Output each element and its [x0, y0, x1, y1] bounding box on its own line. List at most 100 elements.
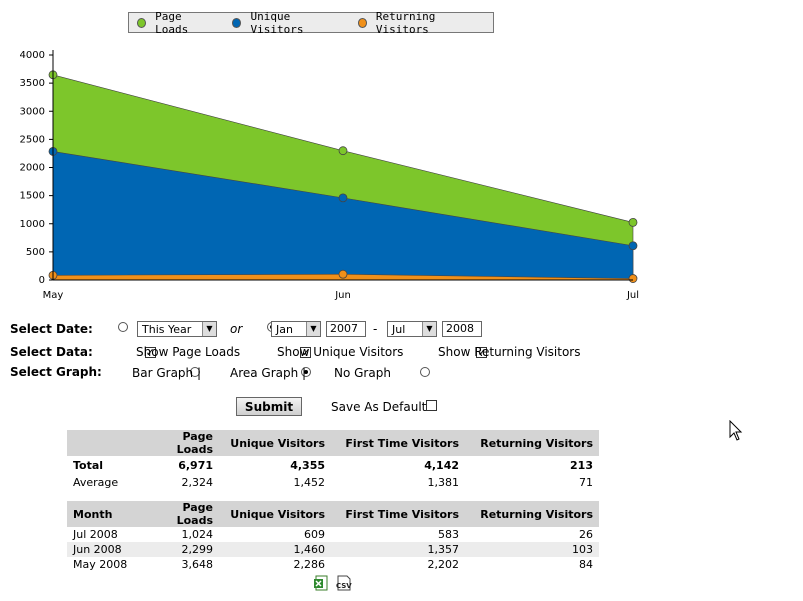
preset-date-select[interactable]: This Year ▼: [137, 321, 217, 337]
no-graph-radio[interactable]: [419, 367, 430, 377]
table-cell: 1,381: [427, 476, 460, 489]
to-month-select[interactable]: Jul ▼: [387, 321, 437, 337]
select-date-label: Select Date:: [10, 322, 93, 336]
submit-button[interactable]: Submit: [236, 397, 302, 416]
table-cell: 2,286: [293, 558, 326, 571]
table-row: Jun 2008 2,299 1,460 1,357 103: [67, 542, 599, 557]
table-cell: 609: [304, 528, 325, 541]
table-cell: 1,357: [331, 542, 465, 557]
table-cell: 1,460: [219, 542, 331, 557]
table-row: May 2008 3,648 2,286 2,202 84: [67, 557, 599, 572]
column-header: Unique Visitors: [219, 430, 331, 456]
column-header: Returning Visitors: [465, 501, 599, 527]
column-header: Unique Visitors: [219, 501, 331, 527]
preset-date-radio[interactable]: [118, 322, 128, 332]
save-default-checkbox[interactable]: [425, 400, 437, 411]
data-point: [338, 193, 348, 203]
save-default-label: Save As Default: [331, 400, 427, 414]
total-row: Total 6,971 4,355 4,142 213: [67, 456, 599, 475]
table-cell: Average: [73, 476, 119, 489]
mouse-cursor-icon: [729, 419, 743, 445]
y-tick-label: 4000: [20, 50, 45, 61]
area-chart: 0 500 1000 1500 2000 2500 3000 3500 4000 May Jun Ju…: [20, 50, 639, 301]
y-tick-label: 3000: [20, 106, 45, 117]
column-header: First Time Visitors: [331, 501, 465, 527]
table-cell: 3,648: [181, 558, 214, 571]
table-cell: 6,971: [178, 459, 213, 472]
no-graph-label: No Graph: [334, 366, 391, 380]
legend-item-unique-visitors: Unique Visitors: [232, 10, 339, 36]
csv-label: CSV: [336, 582, 352, 590]
bar-graph-radio[interactable]: [190, 367, 201, 377]
table-cell: 71: [579, 476, 593, 489]
monthly-table: Month Page Loads Unique Visitors First T…: [67, 501, 599, 572]
column-header: [67, 430, 137, 456]
to-year-input[interactable]: 2008: [442, 321, 482, 337]
excel-icon[interactable]: [313, 575, 329, 591]
from-month-select[interactable]: Jan ▼: [271, 321, 321, 337]
csv-icon[interactable]: CSV: [335, 575, 352, 591]
legend-marker: [357, 17, 367, 28]
unique-visitors-checkbox-label: Show Unique Visitors: [277, 345, 404, 359]
legend-item-returning-visitors: Returning Visitors: [357, 9, 483, 36]
column-header: Page Loads: [137, 430, 219, 456]
table-cell: Jun 2008: [67, 542, 137, 557]
legend-marker: [137, 17, 147, 28]
table-cell: Jul 2008: [73, 528, 118, 541]
monthly-header-row: Month Page Loads Unique Visitors First T…: [67, 501, 599, 527]
area-graph-radio[interactable]: [300, 367, 311, 377]
from-year-input[interactable]: 2007: [326, 321, 366, 337]
preset-date-value: This Year: [142, 322, 192, 336]
y-tick-label: 2000: [20, 163, 45, 174]
summary-table: Page Loads Unique Visitors First Time Vi…: [67, 430, 599, 490]
chevron-down-icon: ▼: [422, 322, 436, 336]
table-cell: 213: [570, 459, 593, 472]
or-text: or: [230, 322, 243, 336]
column-header: Page Loads: [137, 501, 219, 527]
column-header: Month: [67, 501, 137, 527]
table-cell: 2,299: [137, 542, 219, 557]
chevron-down-icon: ▼: [202, 322, 216, 336]
table-cell: 26: [579, 528, 593, 541]
chevron-down-icon: ▼: [306, 322, 320, 336]
y-tick-label: 500: [26, 247, 45, 258]
returning-visitors-checkbox[interactable]: ✓: [476, 346, 488, 359]
y-tick-label: 2500: [20, 134, 45, 145]
table-cell: 2,202: [427, 558, 460, 571]
page-loads-checkbox-label: Show Page Loads: [136, 345, 241, 359]
data-point: [338, 269, 348, 279]
table-cell: May 2008: [73, 558, 128, 571]
y-tick-label: 3500: [20, 78, 45, 89]
area-graph-label: Area Graph |: [230, 366, 307, 380]
y-tick-label: 1500: [20, 191, 45, 202]
unique-visitors-checkbox[interactable]: ✓: [300, 346, 312, 359]
table-row: Jul 2008 1,024 609 583 26: [67, 527, 599, 542]
table-cell: 2,324: [181, 476, 214, 489]
legend-label: Unique Visitors: [250, 9, 304, 36]
legend-label: Returning Visitors: [375, 9, 436, 36]
table-cell: 1,452: [293, 476, 326, 489]
summary-header-row: Page Loads Unique Visitors First Time Vi…: [67, 430, 599, 456]
chart-legend: Page Loads Unique Visitors Returning Vis…: [128, 9, 494, 36]
returning-visitors-checkbox-label: Show Returning Visitors: [438, 345, 581, 359]
y-tick-label: 0: [39, 275, 45, 286]
range-dash: -: [373, 322, 378, 336]
legend-item-page-loads: Page Loads: [137, 10, 214, 36]
data-point: [628, 241, 638, 251]
average-row: Average 2,324 1,452 1,381 71: [67, 475, 599, 490]
column-header: First Time Visitors: [331, 430, 465, 456]
table-cell: 1,024: [181, 528, 214, 541]
data-point: [628, 217, 638, 227]
legend-label: Page Loads: [155, 9, 189, 36]
x-tick-label: May: [43, 290, 64, 301]
page-loads-checkbox[interactable]: ✓: [144, 346, 156, 359]
from-month-value: Jan: [276, 322, 293, 336]
legend-marker: [232, 17, 242, 28]
select-data-label: Select Data:: [10, 345, 93, 359]
table-cell: 103: [465, 542, 599, 557]
x-tick-label: Jun: [334, 290, 351, 301]
column-header: Returning Visitors: [465, 430, 599, 456]
table-cell: 4,142: [424, 459, 459, 472]
table-cell: 583: [438, 528, 459, 541]
bar-graph-label: Bar Graph |: [132, 366, 201, 380]
